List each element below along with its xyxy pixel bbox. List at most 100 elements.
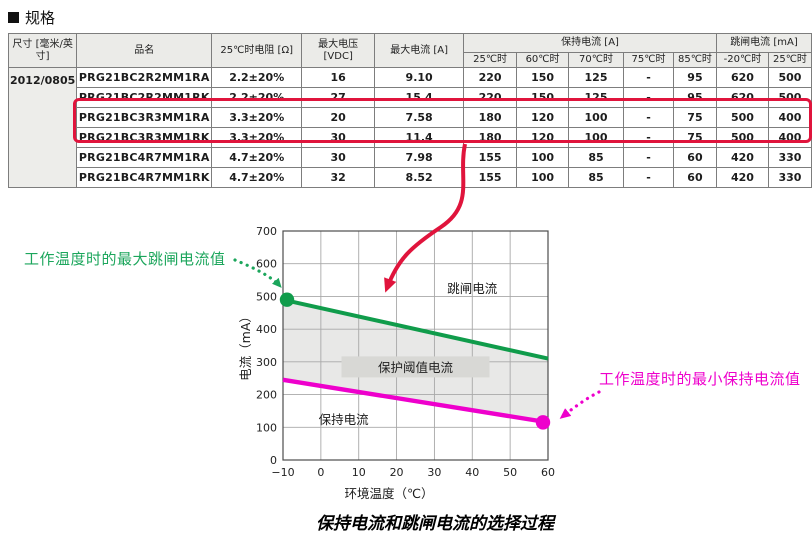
resistance-cell: 4.7±20%	[211, 167, 303, 188]
hold-70c-cell: 100	[568, 107, 624, 128]
svg-text:20: 20	[390, 466, 404, 479]
header-trip-current-group: 跳闸电流 [mA]	[715, 33, 812, 53]
x-axis-title: 环境温度（℃）	[344, 486, 433, 501]
max-voltage-cell: 16	[301, 67, 376, 88]
annotation-max-trip-current: 工作温度时的最大跳闸电流值	[24, 250, 226, 268]
band-label-box	[341, 356, 490, 378]
hold-current-point	[535, 415, 551, 430]
header-trip-25c: 25℃时	[767, 52, 812, 68]
section-marker-icon	[8, 12, 19, 23]
y-axis-title: 电流（mA）	[238, 310, 253, 381]
annotation-min-hold-current: 工作温度时的最小保持电流值	[599, 370, 801, 388]
table-row: 2012/0805 PRG21BC2R2MM1RA 2.2±20% 16 9.10 220…	[7, 67, 812, 188]
trip-current-label: 跳闸电流	[447, 281, 498, 296]
svg-text:100: 100	[256, 421, 277, 434]
spec-table: 尺寸 [毫米/英寸] 品名 25℃时电阻 [Ω] 最大电压 [VDC] 最大电流…	[7, 33, 812, 188]
trip-m20c-cell: 420	[715, 147, 769, 168]
trip-25c-cell: 330	[767, 167, 812, 188]
header-max-current: 最大电流 [A]	[374, 33, 465, 68]
svg-text:40: 40	[465, 466, 479, 479]
hold-25c-cell: 155	[463, 167, 518, 188]
resistance-cell: 4.7±20%	[211, 147, 303, 168]
hold-70c-cell: 85	[568, 147, 624, 168]
header-hold-25c: 25℃时	[463, 52, 518, 68]
svg-text:400: 400	[256, 323, 277, 336]
max-voltage-cell: 32	[301, 167, 376, 188]
header-hold-current-group: 保持电流 [A]	[463, 33, 717, 53]
trip-m20c-cell: 420	[715, 167, 769, 188]
hold-85c-cell: 60	[672, 147, 717, 168]
hold-75c-cell: -	[623, 67, 674, 88]
svg-text:700: 700	[256, 225, 277, 238]
table-row: PRG21BC4R7MM1RK 4.7±20% 32 8.52 155 100 85-60 4…	[9, 167, 812, 188]
header-resistance: 25℃时电阻 [Ω]	[211, 33, 303, 68]
hold-70c-cell: 85	[568, 167, 624, 188]
hold-25c-cell: 220	[463, 87, 518, 108]
table-row: PRG21BC4R7MM1RA 4.7±20% 30 7.98 155 100 85-60 4…	[9, 147, 812, 168]
part-name-cell: PRG21BC2R2MM1RA	[76, 67, 213, 88]
figure-caption: 保持电流和跳闸电流的选择过程	[316, 514, 554, 534]
hold-70c-cell: 125	[568, 67, 624, 88]
size-cell: 2012/0805	[7, 67, 78, 188]
part-name-cell: PRG21BC4R7MM1RA	[76, 147, 213, 168]
header-max-voltage: 最大电压 [VDC]	[301, 33, 376, 68]
header-hold-70c: 70℃时	[568, 52, 624, 68]
max-current-cell: 8.52	[374, 167, 465, 188]
trip-current-line	[282, 297, 549, 361]
svg-text:60: 60	[541, 466, 555, 479]
hold-75c-cell: -	[623, 87, 674, 108]
resistance-cell: 2.2±20%	[211, 87, 303, 108]
hold-current-label: 保持电流	[319, 412, 370, 427]
header-size: 尺寸 [毫米/英寸]	[7, 33, 78, 68]
trip-25c-cell: 400	[767, 107, 812, 128]
header-hold-85c: 85℃时	[672, 52, 717, 68]
resistance-cell: 3.3±20%	[211, 107, 303, 128]
svg-text:300: 300	[256, 356, 277, 369]
header-hold-60c: 60℃时	[516, 52, 570, 68]
trip-25c-cell: 500	[767, 67, 812, 88]
hold-60c-cell: 100	[516, 147, 570, 168]
svg-text:600: 600	[256, 258, 277, 271]
part-name-cell: PRG21BC3R3MM1RA	[76, 107, 213, 128]
hold-25c-cell: 180	[463, 107, 518, 128]
svg-text:50: 50	[503, 466, 517, 479]
svg-text:500: 500	[256, 290, 277, 303]
hold-current-line	[282, 377, 549, 425]
band-label: 保护阈值电流	[378, 360, 454, 375]
header-part-name: 品名	[76, 33, 213, 68]
part-name-cell: PRG21BC2R2MM1RK	[76, 87, 213, 108]
max-current-cell: 9.10	[374, 67, 465, 88]
hold-25c-cell: 220	[463, 67, 518, 88]
max-voltage-cell: 20	[301, 107, 376, 128]
hold-60c-cell: 100	[516, 167, 570, 188]
section-title: 规格	[8, 7, 55, 28]
max-current-cell: 7.98	[374, 147, 465, 168]
max-voltage-cell: 30	[301, 147, 376, 168]
table-row: PRG21BC2R2MM1RK 2.2±20% 27 15.4 220 150 125-95…	[9, 87, 812, 108]
part-name-cell: PRG21BC4R7MM1RK	[76, 167, 213, 188]
hold-85c-cell: 95	[672, 67, 717, 88]
hold-75c-cell: -	[623, 147, 674, 168]
svg-text:−10: −10	[271, 466, 294, 479]
hold-85c-cell: 60	[672, 167, 717, 188]
header-trip-m20c: -20℃时	[715, 52, 769, 68]
hold-75c-cell: -	[623, 167, 674, 188]
section-title-text: 规格	[25, 9, 56, 27]
hold-25c-cell: 155	[463, 147, 518, 168]
trip-m20c-cell: 620	[715, 67, 769, 88]
trip-current-point	[279, 292, 295, 307]
hold-75c-cell: -	[623, 107, 674, 128]
svg-text:0: 0	[317, 466, 324, 479]
header-hold-75c: 75℃时	[623, 52, 674, 68]
svg-text:0: 0	[270, 454, 277, 467]
hold-60c-cell: 120	[516, 107, 570, 128]
highlight-box	[73, 98, 812, 143]
svg-text:30: 30	[427, 466, 441, 479]
resistance-cell: 2.2±20%	[211, 67, 303, 88]
trip-25c-cell: 330	[767, 147, 812, 168]
svg-text:10: 10	[352, 466, 366, 479]
hold-60c-cell: 150	[516, 67, 570, 88]
svg-text:200: 200	[256, 389, 277, 402]
